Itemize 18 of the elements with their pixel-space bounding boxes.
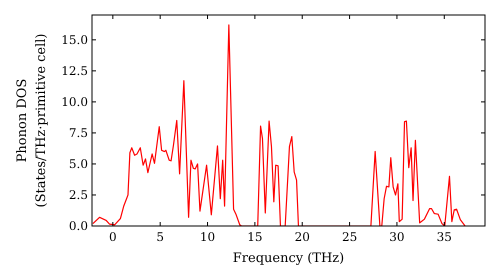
- x-axis-title: Frequency (THz): [232, 251, 344, 266]
- x-tick-label: 25: [342, 230, 358, 244]
- x-tick-label: 30: [389, 230, 405, 244]
- y-tick-label: 0.0: [68, 219, 88, 234]
- y-tick-label: 5.0: [68, 157, 88, 172]
- y-tick-label: 12.5: [61, 64, 88, 78]
- x-tick-label: 10: [200, 230, 216, 244]
- x-tick-label: 20: [294, 230, 310, 244]
- y-tick-label: 2.5: [68, 188, 88, 202]
- y-tick-label: 7.5: [68, 126, 88, 140]
- x-tick-label: 35: [436, 230, 452, 244]
- x-tick-label: 0: [109, 230, 117, 244]
- y-axis-title: Phonon DOS (States/THz·primitive cell): [15, 33, 49, 208]
- y-tick-label: 15.0: [61, 33, 88, 48]
- x-tick-label: 5: [156, 230, 164, 244]
- y-tick-label: 10.0: [61, 95, 88, 110]
- x-tick-label: 15: [247, 230, 263, 244]
- line-series: [92, 24, 466, 226]
